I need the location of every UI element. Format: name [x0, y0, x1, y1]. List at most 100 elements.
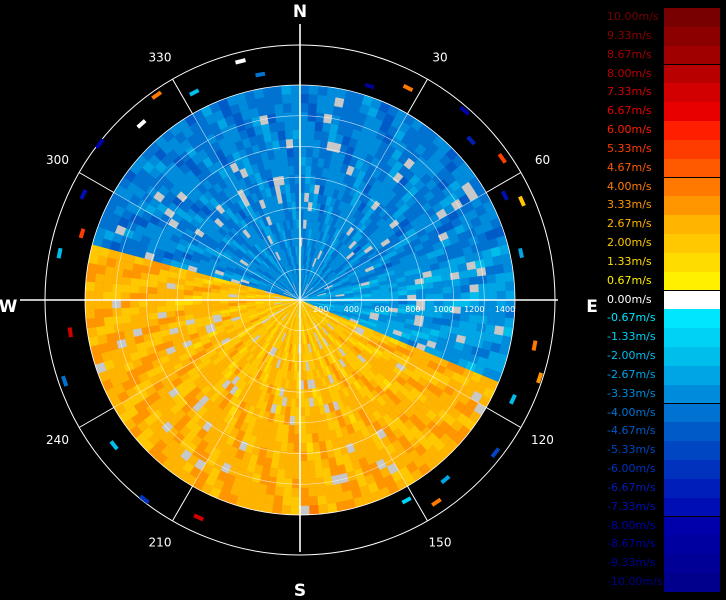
velocity-cell [165, 293, 175, 301]
velocity-cell [111, 307, 122, 317]
range-label: 1000 [433, 305, 453, 314]
velocity-cell [317, 504, 329, 515]
outer-return [466, 135, 476, 146]
legend-label: 4.67m/s [607, 160, 652, 174]
velocity-cell [299, 416, 306, 426]
velocity-cell [284, 469, 293, 480]
velocity-cell [291, 120, 301, 131]
velocity-cell [299, 469, 309, 480]
legend-label: -4.67m/s [607, 424, 656, 438]
legend-swatch [664, 177, 720, 197]
velocity-cell [307, 102, 318, 113]
velocity-cell [299, 102, 309, 113]
legend-entry: 8.67m/s [604, 45, 720, 65]
velocity-cell [299, 442, 307, 453]
velocity-cell [292, 219, 298, 229]
velocity-cell [268, 122, 279, 133]
velocity-cell [316, 495, 328, 506]
legend-swatch [664, 328, 720, 347]
legend-swatch [664, 497, 720, 517]
outer-return [431, 497, 442, 507]
velocity-cell [291, 210, 297, 220]
velocity-cell [293, 425, 301, 435]
velocity-cell [311, 433, 319, 444]
velocity-cell [486, 316, 497, 326]
outer-return [536, 372, 544, 384]
velocity-cell [299, 147, 307, 158]
legend-label: 3.33m/s [607, 198, 652, 212]
legend-entry: -8.67m/s [604, 535, 720, 555]
velocity-cell [174, 294, 184, 301]
velocity-cell [281, 496, 292, 507]
velocity-cell [324, 485, 335, 496]
velocity-cell [406, 284, 417, 291]
velocity-cell [284, 183, 291, 194]
legend-entry: -8.00m/s [604, 516, 720, 536]
velocity-cell [460, 292, 471, 301]
velocity-cell [174, 299, 184, 306]
velocity-cell [147, 286, 158, 294]
legend-swatch [664, 309, 720, 329]
velocity-cell [288, 415, 296, 426]
velocity-cell [130, 313, 141, 323]
velocity-cell [95, 263, 107, 275]
velocity-cell [281, 85, 292, 95]
velocity-cell [486, 274, 497, 284]
velocity-cell [287, 433, 295, 444]
velocity-cell [397, 290, 408, 296]
velocity-cell [277, 130, 287, 141]
legend-swatch [664, 384, 720, 404]
range-label: 200 [313, 305, 328, 314]
legend-label: -2.00m/s [607, 349, 656, 363]
outer-return [518, 247, 524, 259]
outer-return [509, 393, 517, 405]
legend-entry: -10.00m/s [604, 573, 720, 592]
legend-swatch [664, 516, 720, 536]
velocity-cell [102, 299, 113, 309]
legend-entry: 10.00m/s [604, 8, 720, 27]
velocity-cell [263, 493, 275, 505]
outer-return [193, 513, 204, 522]
legend-swatch [664, 196, 720, 216]
velocity-cell [304, 415, 312, 426]
velocity-cell [265, 104, 276, 115]
velocity-cell [129, 306, 140, 316]
velocity-cell [306, 460, 316, 471]
legend-entry: 3.33m/s [604, 196, 720, 216]
velocity-cell [442, 286, 453, 294]
velocity-cell [299, 505, 310, 515]
velocity-cell [283, 174, 291, 185]
velocity-cell [415, 288, 426, 296]
velocity-cell [468, 276, 479, 286]
velocity-cell [303, 389, 309, 399]
bearing-label: 300 [46, 153, 69, 167]
velocity-cell [442, 293, 453, 301]
velocity-cell [105, 332, 117, 343]
velocity-cell [104, 324, 115, 335]
velocity-cell [478, 283, 489, 293]
legend-swatch [664, 45, 720, 65]
velocity-cell [504, 317, 515, 329]
velocity-cell [460, 284, 471, 294]
velocity-cell [294, 416, 301, 426]
velocity-cell [282, 102, 293, 113]
outer-return [78, 228, 86, 239]
legend-swatch [664, 535, 720, 555]
legend-label: 6.67m/s [607, 104, 652, 118]
velocity-cell [325, 95, 337, 107]
legend-swatch [664, 64, 720, 84]
velocity-cell [496, 281, 507, 292]
velocity-cell [332, 483, 343, 495]
velocity-cell [317, 85, 329, 96]
velocity-cell [468, 314, 479, 324]
legend-swatch [664, 234, 720, 253]
velocity-cell [281, 93, 292, 104]
legend-label: 4.00m/s [607, 179, 652, 193]
velocity-cell [485, 265, 496, 276]
velocity-cell [111, 299, 122, 309]
velocity-cell [299, 496, 310, 507]
outer-return [136, 119, 147, 129]
velocity-cell [309, 415, 317, 426]
legend-swatch [664, 252, 720, 272]
velocity-cell [415, 283, 426, 291]
